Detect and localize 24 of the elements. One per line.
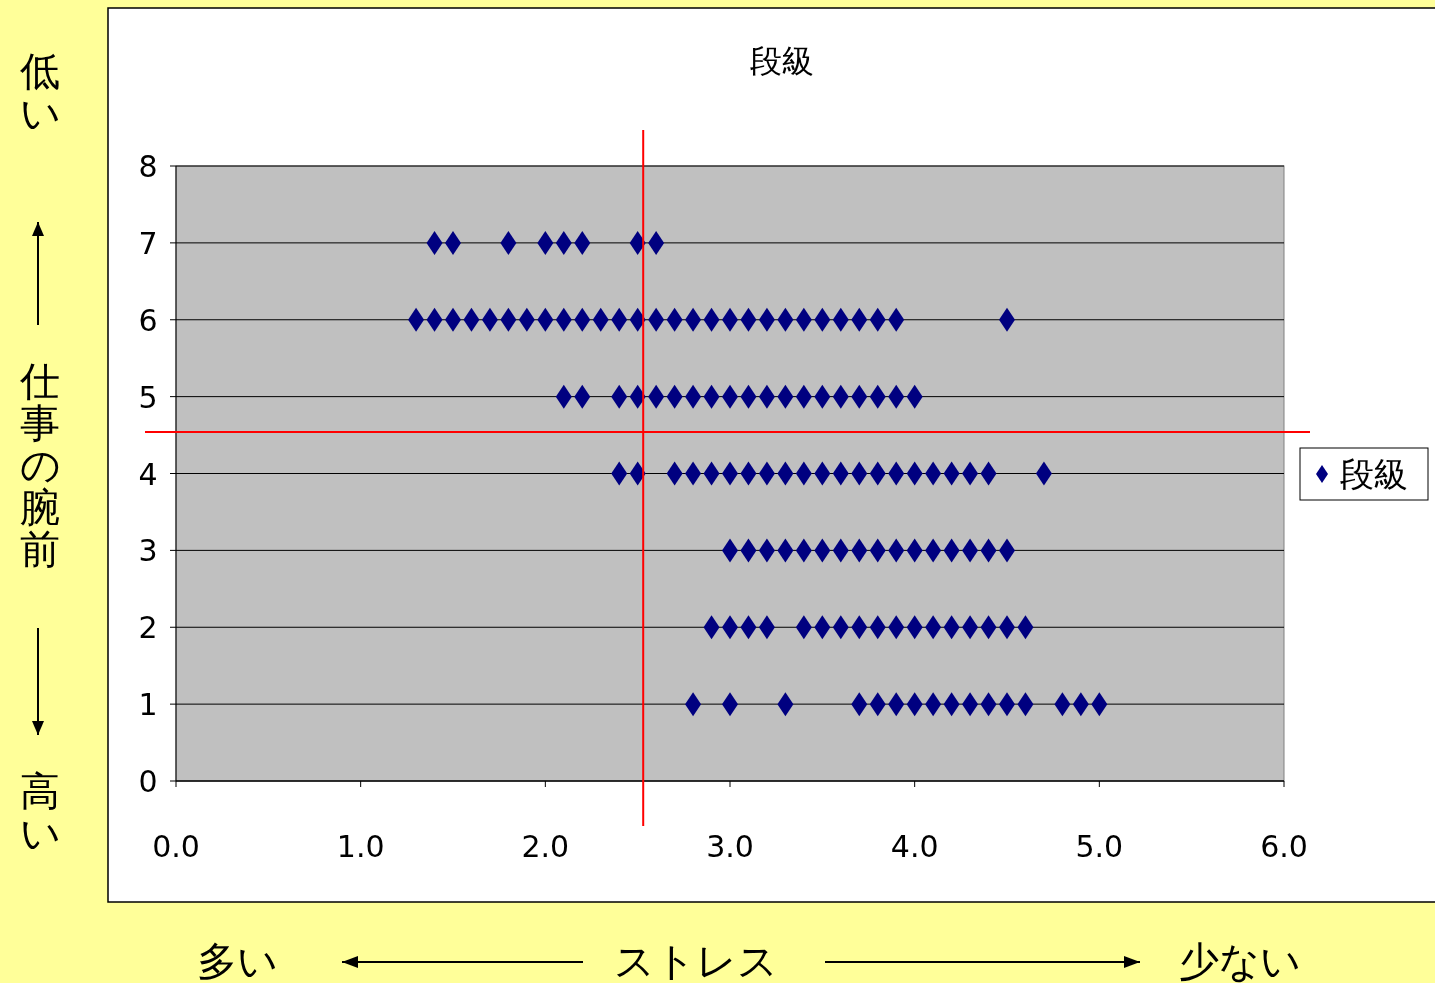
x-tick-label: 1.0 <box>336 829 385 864</box>
legend-label: 段級 <box>1340 454 1408 494</box>
y-tick-label: 1 <box>138 687 158 723</box>
y-axis-title: 仕事の腕前 <box>19 358 61 572</box>
text: 少ない <box>1179 938 1301 983</box>
y-tick-label: 4 <box>138 456 158 492</box>
x-tick-label: 0.0 <box>152 829 200 864</box>
y-tick-label: 0 <box>138 764 158 799</box>
y-tick-label: 5 <box>138 379 158 415</box>
y-tick-label: 6 <box>138 302 158 338</box>
text: 低い <box>19 48 61 136</box>
text: 高い <box>19 768 61 856</box>
x-tick-label: 3.0 <box>706 829 754 864</box>
y-tick-label: 2 <box>138 610 158 646</box>
x-tick-label: 2.0 <box>521 829 570 864</box>
x-tick-label: 6.0 <box>1260 829 1308 864</box>
y-tick-label: 7 <box>138 225 158 261</box>
text: 多い <box>196 938 278 983</box>
x-tick-label: 5.0 <box>1075 829 1124 864</box>
chart-title: 段級 <box>750 42 814 80</box>
y-tick-label: 8 <box>138 149 158 184</box>
x-tick-label: 4.0 <box>890 829 939 864</box>
x-axis-title: ストレス <box>614 938 778 983</box>
y-tick-label: 3 <box>138 533 158 569</box>
